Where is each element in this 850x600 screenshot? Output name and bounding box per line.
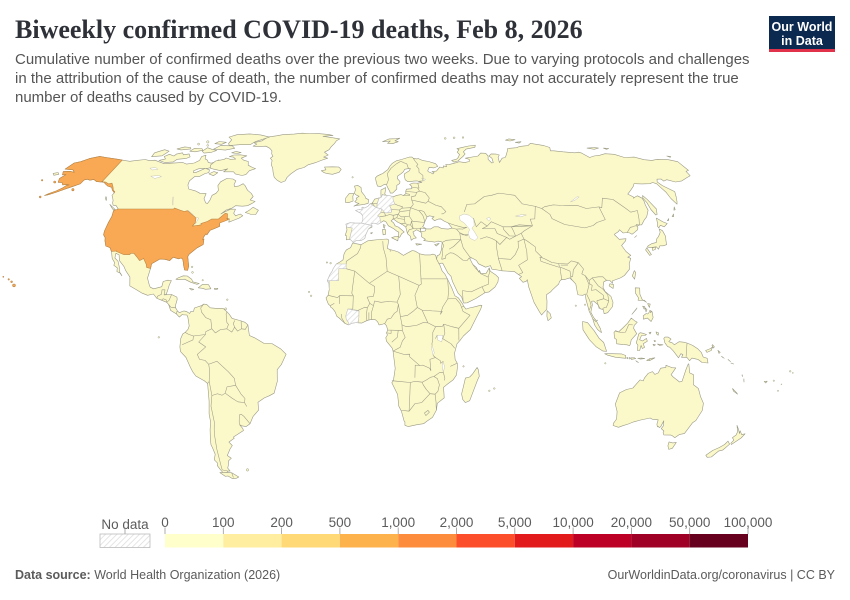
svg-text:100: 100 bbox=[212, 515, 235, 530]
svg-text:0: 0 bbox=[161, 515, 169, 530]
svg-text:500: 500 bbox=[329, 515, 352, 530]
svg-text:1,000: 1,000 bbox=[381, 515, 415, 530]
svg-text:2,000: 2,000 bbox=[440, 515, 474, 530]
svg-text:No data: No data bbox=[101, 517, 149, 532]
svg-text:10,000: 10,000 bbox=[552, 515, 593, 530]
svg-text:20,000: 20,000 bbox=[611, 515, 652, 530]
svg-text:5,000: 5,000 bbox=[498, 515, 532, 530]
svg-text:200: 200 bbox=[270, 515, 293, 530]
svg-text:100,000: 100,000 bbox=[724, 515, 773, 530]
svg-text:50,000: 50,000 bbox=[669, 515, 710, 530]
